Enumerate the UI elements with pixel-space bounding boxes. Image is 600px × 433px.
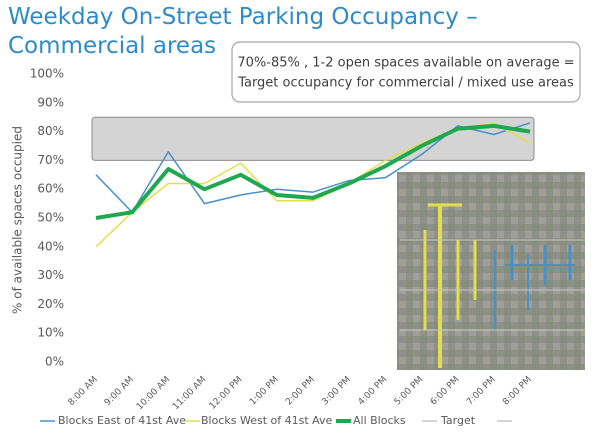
series-line [95,122,531,213]
x-tick-label: 6:00 PM [429,375,462,408]
y-tick-label: 60% [37,182,64,196]
y-tick-label: 50% [37,211,64,225]
annotation-box [231,41,581,103]
annotation: Target occupancy for commercial / mixed … [237,76,574,91]
x-tick-label: 1:00 PM [248,375,281,408]
y-tick-label: 20% [37,297,64,311]
x-tick-label: 9:00 AM [103,375,136,408]
x-tick-label: 8:00 AM [67,375,100,408]
chart-title: Weekday On-Street Parking Occupancy – [8,4,478,30]
y-tick-label: 80% [37,124,64,138]
x-tick-label: 12:00 PM [208,375,245,412]
x-tick-label: 10:00 AM [135,375,172,412]
map-inset [397,172,585,370]
y-tick-label: 100% [30,67,64,81]
legend-label: Blocks East of 41st Ave [58,414,186,427]
y-axis-label: % of available spaces occupied [11,126,25,314]
x-tick-label: 11:00 AM [171,375,208,412]
x-tick-label: 7:00 PM [465,375,498,408]
series-line [95,123,531,220]
x-tick-label: 4:00 PM [357,375,390,408]
y-tick-label: 30% [37,268,64,282]
legend-label: Target [440,414,476,427]
y-tick-label: 40% [37,239,64,253]
chart-title: Commercial areas [8,33,216,59]
x-tick-label: 5:00 PM [393,375,426,408]
y-tick-label: 0% [45,355,64,369]
legend-label: Blocks West of 41st Ave [201,414,333,427]
x-tick-label: 8:00 PM [501,375,534,408]
target-band [91,116,535,161]
y-tick-label: 10% [37,326,64,340]
legend-label: All Blocks [353,414,406,427]
y-tick-label: 90% [37,95,64,109]
x-tick-label: 2:00 PM [284,375,317,408]
annotation: 70%-85% , 1-2 open spaces available on a… [237,56,574,71]
y-tick-label: 70% [37,153,64,167]
x-tick-label: 3:00 PM [320,375,353,408]
